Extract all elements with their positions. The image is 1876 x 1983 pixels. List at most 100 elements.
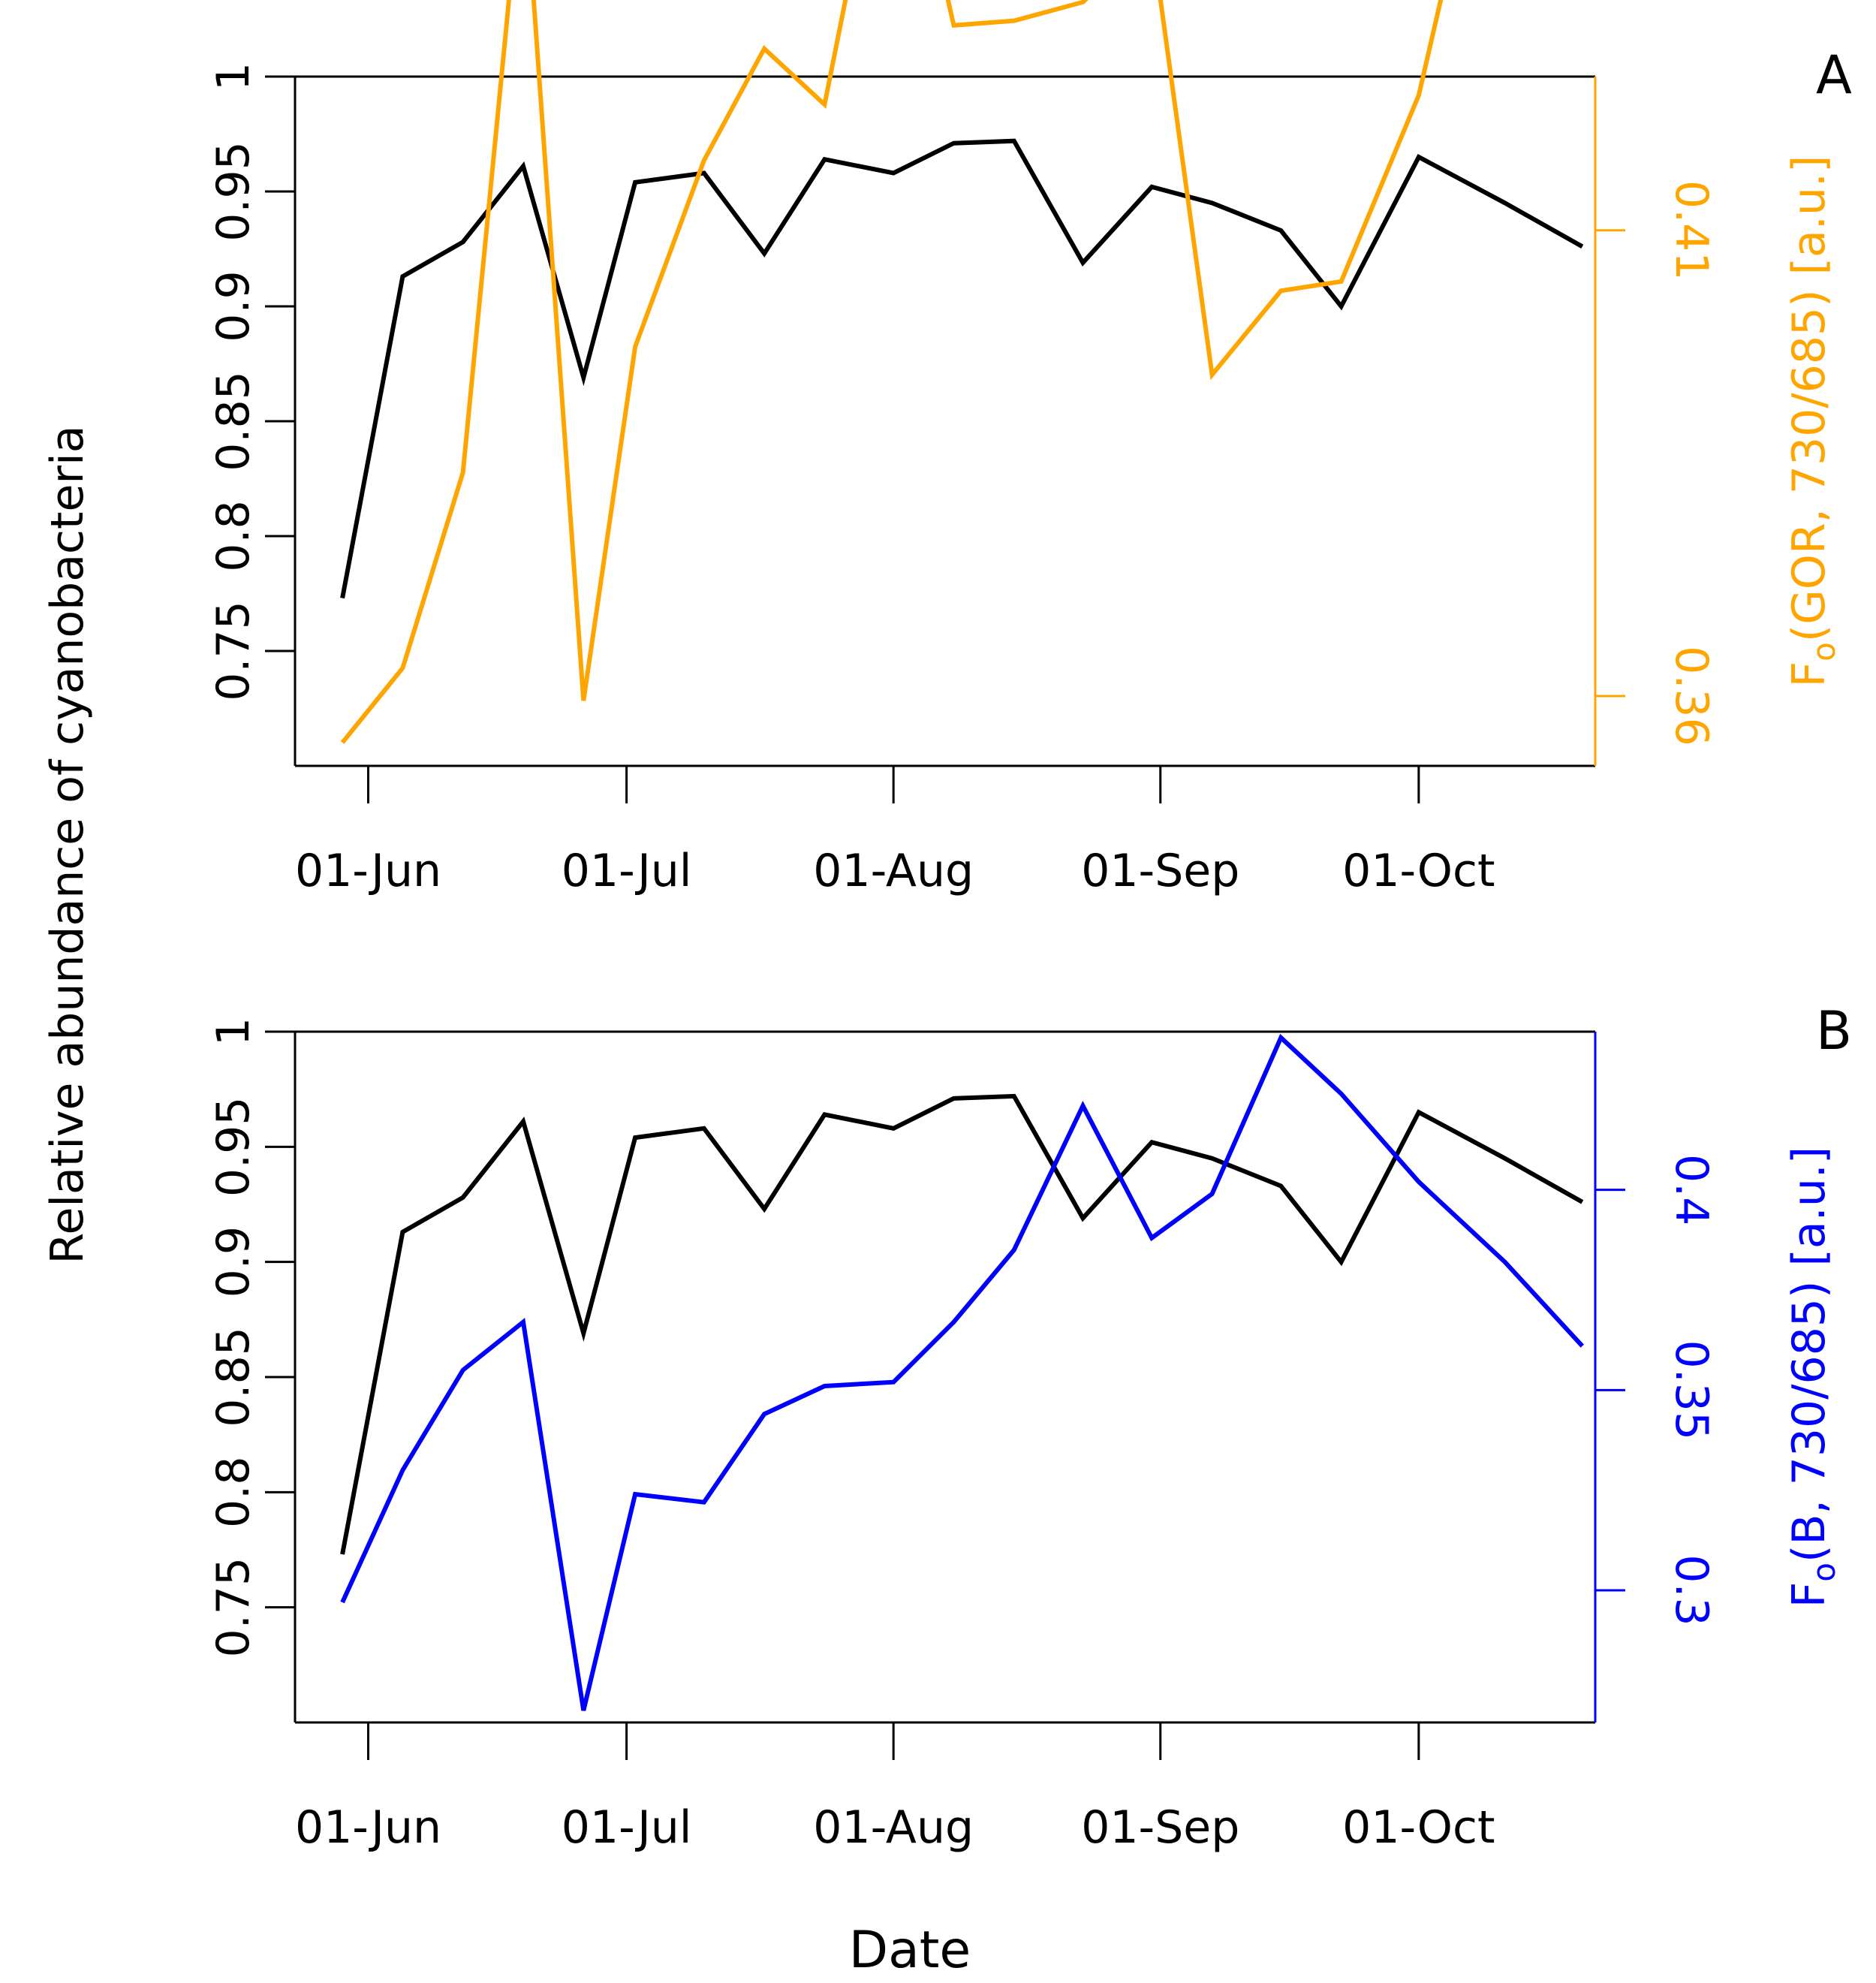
left-y-tick-label: 0.8 xyxy=(207,500,260,571)
left-y-tick-label: 0.9 xyxy=(207,1226,260,1297)
data-point-cyanobacteria xyxy=(1417,1110,1421,1114)
right-y-tick-label: 0.3 xyxy=(1665,1554,1718,1626)
data-point-cyanobacteria xyxy=(822,157,827,161)
data-point-cyanobacteria xyxy=(461,1195,465,1200)
data-point-fo xyxy=(1149,1236,1154,1240)
data-point-cyanobacteria xyxy=(951,1096,956,1101)
data-point-cyanobacteria xyxy=(400,274,405,279)
panel-b-label: B xyxy=(1816,1000,1852,1062)
data-point-fo xyxy=(1210,372,1215,377)
data-point-fo xyxy=(762,47,766,51)
data-point-fo xyxy=(1417,93,1421,98)
data-point-fo xyxy=(702,1500,706,1505)
x-tick-label: 01-Aug xyxy=(813,845,974,897)
data-point-fo xyxy=(702,158,706,163)
data-point-fo xyxy=(400,1468,405,1472)
right-y-axis-label: Fo(GOR, 730/685) [a.u.] xyxy=(1783,155,1842,688)
panel-a-label: A xyxy=(1816,44,1852,106)
data-point-cyanobacteria xyxy=(891,171,896,176)
right-y-tick-label: 0.36 xyxy=(1665,646,1718,746)
data-point-fo xyxy=(461,1368,465,1373)
data-point-cyanobacteria xyxy=(1339,304,1344,309)
data-point-cyanobacteria xyxy=(1503,1156,1507,1161)
data-point-cyanobacteria xyxy=(1580,244,1585,249)
x-tick-label: 01-Oct xyxy=(1342,845,1495,897)
right-y-axis-label-subscript: o xyxy=(1805,642,1842,662)
series-line-fo xyxy=(340,1033,1585,1711)
data-point-fo xyxy=(1210,1192,1215,1196)
data-point-fo xyxy=(400,666,405,671)
data-point-cyanobacteria xyxy=(951,141,956,146)
left-y-tick-label: 0.85 xyxy=(207,371,260,472)
data-point-cyanobacteria xyxy=(1149,185,1154,189)
data-point-cyanobacteria xyxy=(1339,1260,1344,1264)
left-y-tick-label: 0.8 xyxy=(207,1457,260,1528)
data-point-fo xyxy=(1339,279,1344,284)
data-point-cyanobacteria xyxy=(1580,1200,1585,1204)
data-point-fo xyxy=(1278,1035,1283,1040)
series-line-cyanobacteria xyxy=(340,1093,1584,1555)
data-point-cyanobacteria xyxy=(702,1126,706,1131)
data-point-cyanobacteria xyxy=(1081,1216,1086,1220)
data-point-fo xyxy=(1580,1344,1585,1349)
data-point-cyanobacteria xyxy=(581,1331,586,1336)
x-tick-label: 01-Sep xyxy=(1081,1801,1239,1854)
series-line-fo xyxy=(340,0,1444,744)
data-point-fo xyxy=(581,698,586,703)
data-point-cyanobacteria xyxy=(1149,1140,1154,1144)
shared-x-axis-label: Date xyxy=(849,1921,971,1980)
panel-a: A 01-Jun 01-Jul 01-Aug 01-Sep 01-Oct 0.75 0.8 0.… xyxy=(207,0,1852,897)
data-point-cyanobacteria xyxy=(1278,1183,1283,1188)
left-y-tick-label: 1 xyxy=(207,62,260,91)
right-y-axis-label-subscript: o xyxy=(1805,1563,1842,1582)
data-point-fo xyxy=(822,102,827,107)
data-point-fo xyxy=(951,23,956,28)
data-point-cyanobacteria xyxy=(633,1135,637,1140)
data-point-fo xyxy=(1503,1260,1507,1264)
data-point-cyanobacteria xyxy=(702,171,706,176)
data-point-fo xyxy=(822,1384,827,1388)
data-point-fo xyxy=(762,1412,766,1416)
data-point-cyanobacteria xyxy=(461,240,465,244)
x-tick-label: 01-Oct xyxy=(1342,1801,1495,1854)
left-y-tick-label: 0.95 xyxy=(207,1097,260,1198)
data-point-cyanobacteria xyxy=(1210,200,1215,205)
data-point-fo xyxy=(340,740,345,745)
data-point-cyanobacteria xyxy=(1503,200,1507,205)
x-tick-label: 01-Aug xyxy=(813,1801,974,1854)
data-point-fo xyxy=(461,470,465,475)
right-y-axis-label: Fo(B, 730/685) [a.u.] xyxy=(1783,1147,1842,1608)
data-point-cyanobacteria xyxy=(633,180,637,185)
data-point-fo xyxy=(1278,288,1283,293)
series-line-cyanobacteria xyxy=(340,138,1584,599)
x-tick-label: 01-Sep xyxy=(1081,845,1239,897)
right-y-tick-label: 0.4 xyxy=(1665,1154,1718,1225)
data-point-cyanobacteria xyxy=(521,164,525,168)
data-point-cyanobacteria xyxy=(1417,155,1421,159)
data-point-cyanobacteria xyxy=(521,1120,525,1124)
data-point-fo xyxy=(1339,1092,1344,1096)
left-y-tick-label: 0.9 xyxy=(207,270,260,342)
data-point-fo xyxy=(1081,1104,1086,1108)
left-y-tick-label: 0.75 xyxy=(207,601,260,701)
left-y-tick-label: 0.95 xyxy=(207,141,260,242)
right-y-tick-label: 0.41 xyxy=(1665,180,1718,281)
left-y-tick-label: 1 xyxy=(207,1017,260,1046)
data-point-cyanobacteria xyxy=(581,375,586,380)
data-point-cyanobacteria xyxy=(340,596,345,601)
data-point-cyanobacteria xyxy=(762,1207,766,1211)
right-y-axis-label-rest: (B, 730/685) [a.u.] xyxy=(1783,1147,1835,1563)
x-tick-label: 01-Jul xyxy=(562,845,692,897)
x-tick-label: 01-Jun xyxy=(295,845,441,897)
data-point-fo xyxy=(891,1380,896,1385)
data-point-fo xyxy=(1081,0,1086,5)
data-point-cyanobacteria xyxy=(1012,1094,1016,1098)
data-point-fo xyxy=(1012,1248,1016,1252)
data-point-fo xyxy=(633,345,637,349)
panel-b: B 01-Jun 01-Jul 01-Aug 01-Sep 01-Oct 0.75 0.8 0.… xyxy=(207,1000,1852,1854)
data-point-fo xyxy=(581,1708,586,1713)
x-tick-label: 01-Jul xyxy=(562,1801,692,1854)
x-tick-label: 01-Jun xyxy=(295,1801,441,1854)
data-point-cyanobacteria xyxy=(1012,139,1016,143)
